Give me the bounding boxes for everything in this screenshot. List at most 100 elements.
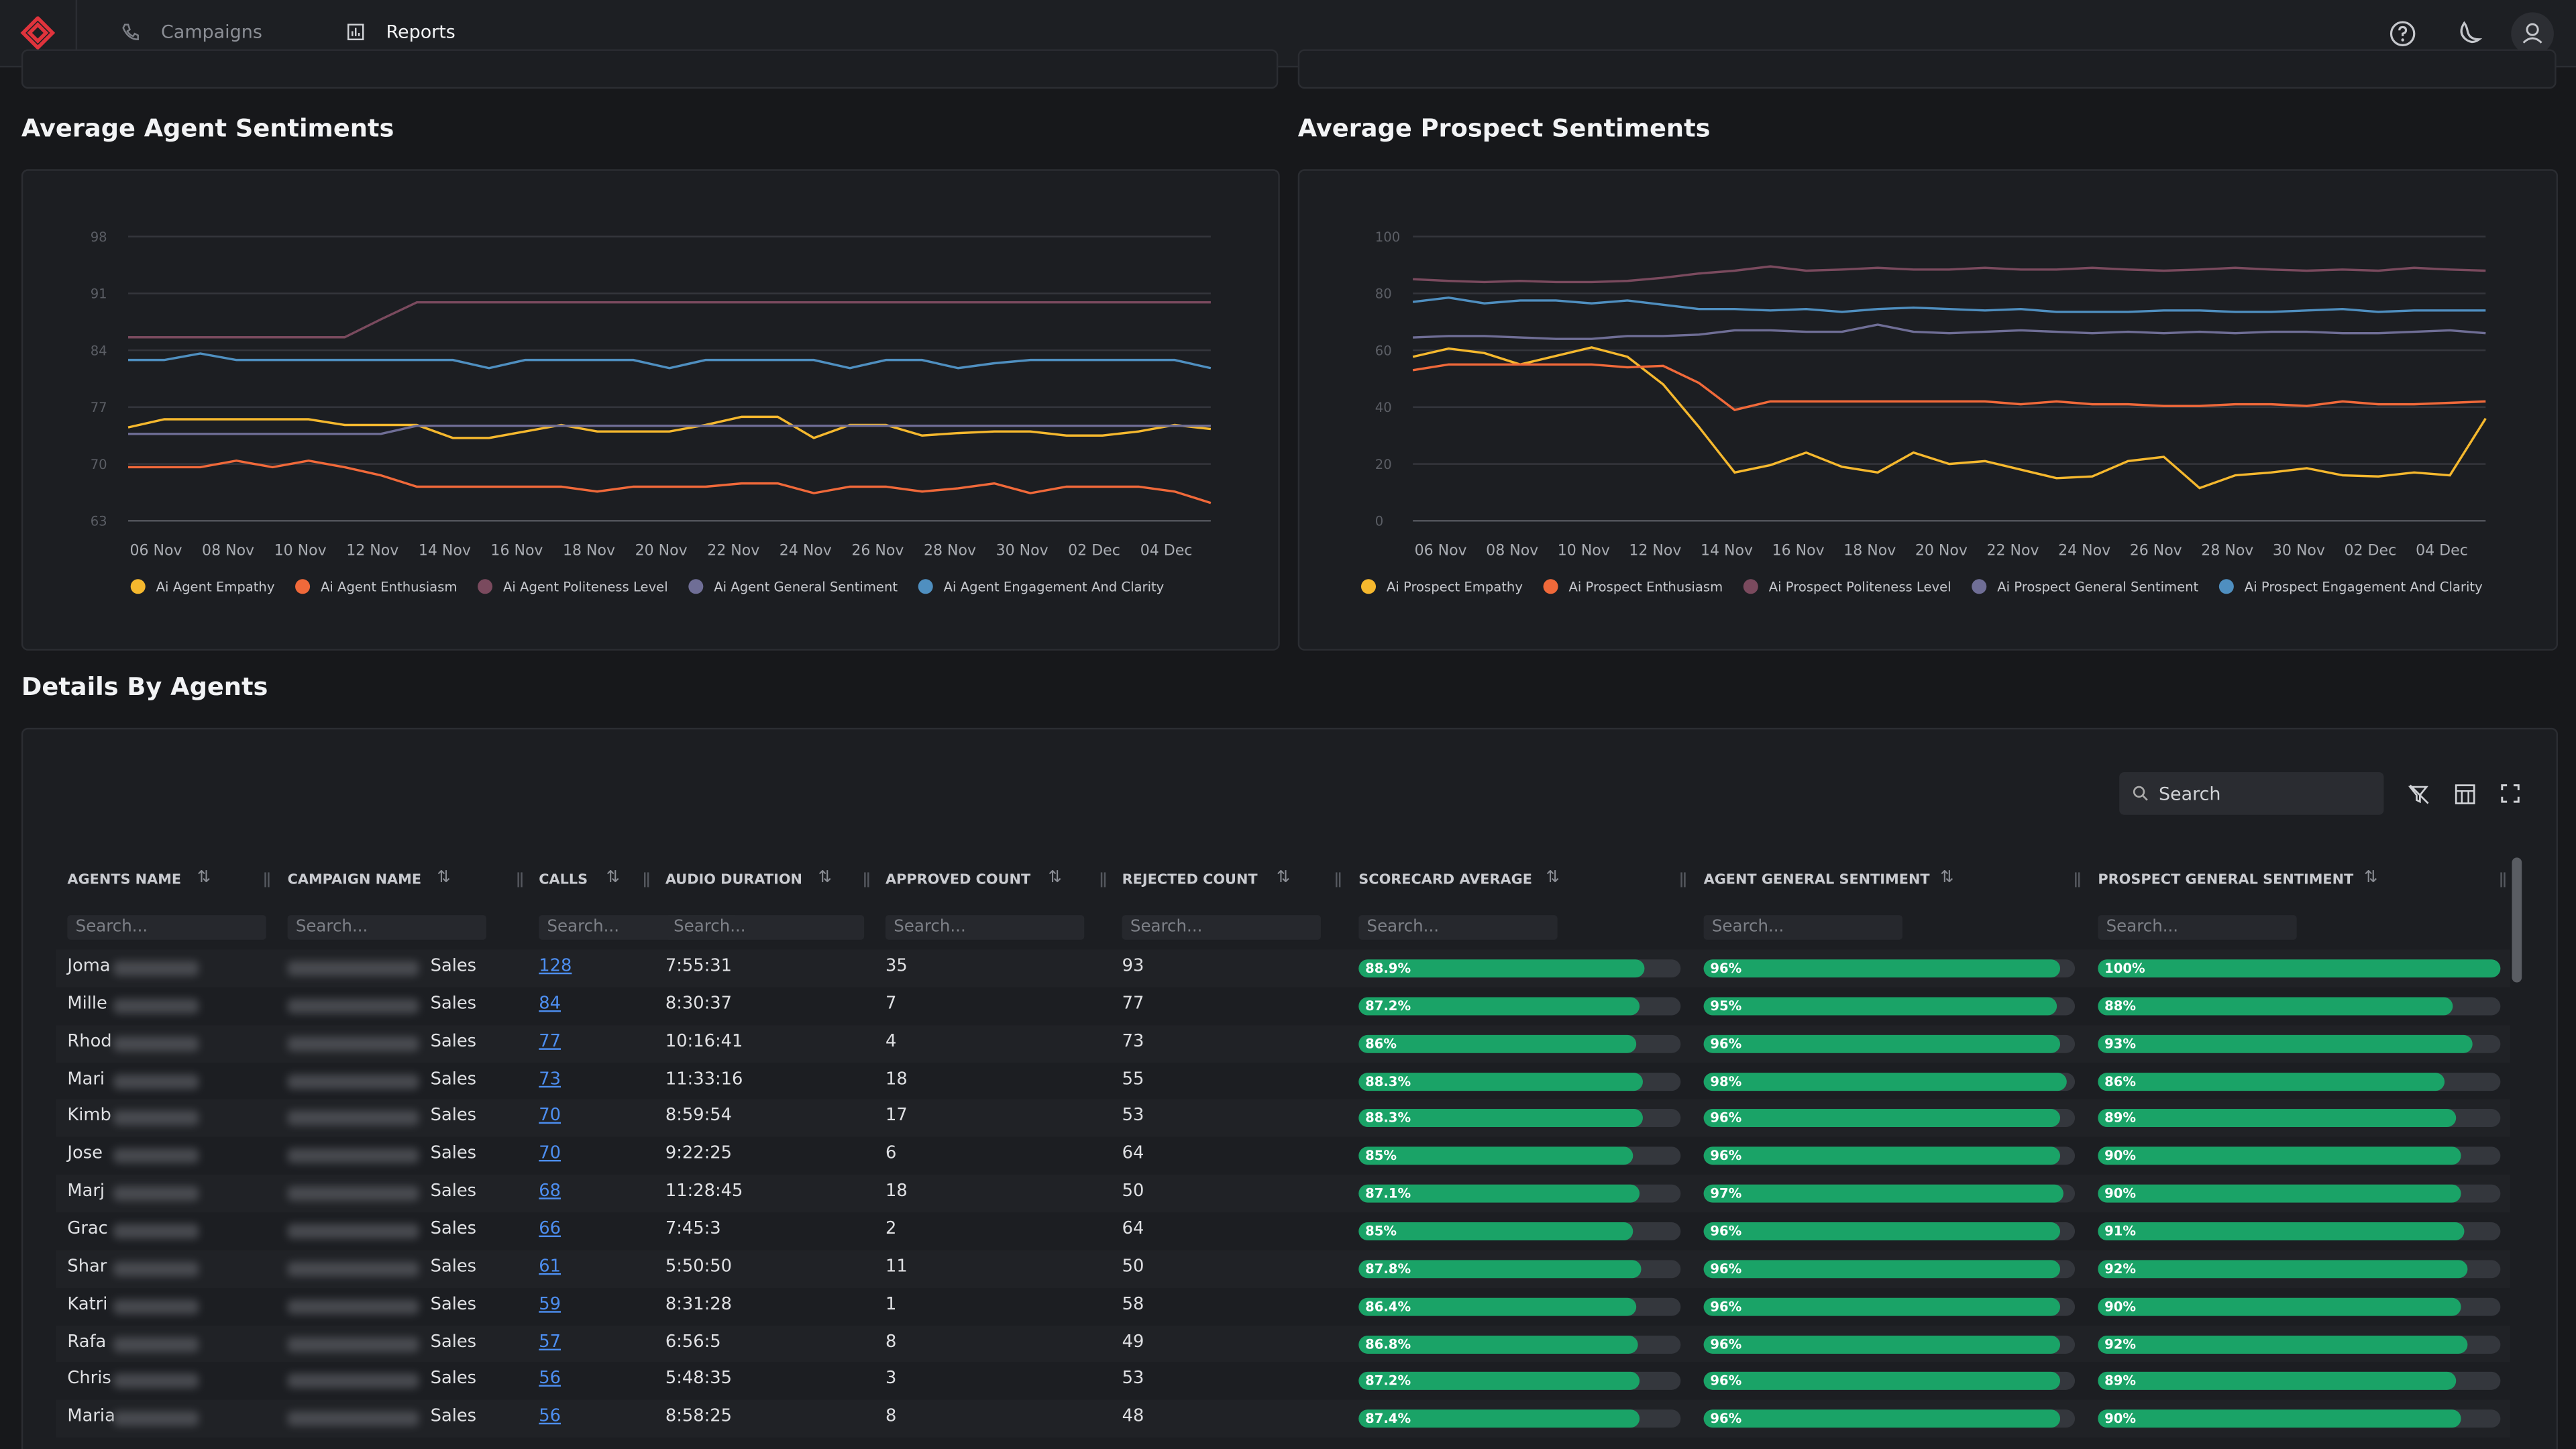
calls-link[interactable]: 70	[539, 1106, 561, 1126]
cell: 50	[1122, 1256, 1144, 1277]
progress-bar	[2098, 1072, 2445, 1091]
calls-link[interactable]: 57	[539, 1331, 561, 1352]
series-line	[1413, 323, 2486, 340]
column-header[interactable]: AGENT GENERAL SENTIMENT	[1703, 872, 1930, 889]
redacted	[113, 1411, 199, 1427]
bar-label: 86.8%	[1365, 1336, 1411, 1352]
column-header[interactable]: SCORECARD AVERAGE	[1358, 872, 1532, 889]
column-filter[interactable]: Search...	[1703, 915, 1902, 940]
clear-filter-icon[interactable]	[2408, 784, 2430, 805]
calls-link[interactable]: 84	[539, 994, 561, 1014]
campaign-name: Sales	[430, 1031, 477, 1051]
search-box[interactable]: Search	[2119, 772, 2384, 815]
bar-label: 96%	[1710, 1224, 1742, 1239]
table-title: Details By Agents	[21, 672, 268, 702]
column-filter[interactable]: Search...	[287, 915, 486, 940]
legend-label: Ai Prospect Engagement And Clarity	[2245, 580, 2483, 595]
x-tick-label: 06 Nov	[129, 543, 182, 559]
campaign-name: Sales	[430, 956, 477, 976]
sort-icon: ⇅	[2364, 869, 2378, 888]
columns-icon[interactable]	[2455, 784, 2476, 805]
cell: 5:48:35	[665, 1368, 732, 1389]
column-filter[interactable]: Search...	[67, 915, 266, 940]
cell: 8	[885, 1406, 897, 1427]
cell: 8:30:37	[665, 994, 732, 1014]
help-icon[interactable]	[2389, 19, 2417, 48]
bar-label: 87.2%	[1365, 998, 1411, 1014]
bar-label: 96%	[1710, 1374, 1742, 1389]
calls-link[interactable]: 70	[539, 1144, 561, 1164]
search-icon	[2133, 786, 2148, 801]
progress-bar	[1358, 1259, 1642, 1278]
x-tick-label: 02 Dec	[2345, 543, 2397, 559]
calls-link[interactable]: 66	[539, 1218, 561, 1239]
user-avatar[interactable]	[2510, 11, 2555, 56]
divider	[75, 0, 78, 66]
column-header[interactable]: APPROVED COUNT	[885, 872, 1031, 889]
x-tick-label: 16 Nov	[1772, 543, 1825, 559]
bar-label: 96%	[1710, 1299, 1742, 1314]
series-line	[1412, 363, 2486, 411]
scrollbar[interactable]	[2512, 857, 2522, 983]
progress-bar	[2098, 1184, 2461, 1203]
column-filter[interactable]: Search...	[885, 915, 1085, 940]
agent-name: Joma	[67, 956, 111, 976]
column-filter[interactable]: Search...	[665, 915, 865, 940]
nav-reports[interactable]: Reports	[386, 21, 455, 43]
brand-logo	[20, 16, 56, 50]
bar-label: 91%	[2104, 1224, 2137, 1239]
progress-bar	[1358, 1222, 1633, 1240]
agent-name: Rhod	[67, 1031, 112, 1051]
calls-link[interactable]: 56	[539, 1406, 561, 1427]
calls-link[interactable]: 73	[539, 1069, 561, 1089]
calls-link[interactable]: 61	[539, 1256, 561, 1277]
fullscreen-icon[interactable]	[2500, 784, 2520, 803]
redacted	[287, 1073, 419, 1089]
column-filter[interactable]: Search...	[1122, 915, 1321, 940]
bar-label: 88.3%	[1365, 1073, 1411, 1089]
column-header[interactable]: AUDIO DURATION	[665, 872, 802, 889]
column-header[interactable]: CAMPAIGN NAME	[287, 872, 422, 889]
campaign-name: Sales	[430, 1368, 477, 1389]
bar-label: 87.2%	[1365, 1374, 1411, 1389]
redacted	[113, 1374, 199, 1389]
calls-link[interactable]: 128	[539, 956, 572, 976]
redacted	[113, 1186, 199, 1201]
legend-swatch	[1543, 579, 1558, 594]
x-tick-label: 04 Dec	[2416, 543, 2468, 559]
progress-bar	[2098, 1297, 2461, 1316]
column-header[interactable]: PROSPECT GENERAL SENTIMENT	[2098, 872, 2354, 889]
redacted	[113, 1224, 199, 1239]
x-tick-label: 18 Nov	[563, 543, 615, 559]
x-tick-label: 22 Nov	[707, 543, 759, 559]
sort-icon: ⇅	[1940, 869, 1954, 888]
progress-bar	[1703, 1297, 2060, 1316]
legend-swatch	[130, 579, 146, 594]
column-filter[interactable]: Search...	[2098, 915, 2297, 940]
x-tick-label: 28 Nov	[924, 543, 976, 559]
x-tick-label: 06 Nov	[1415, 543, 1467, 559]
progress-bar	[1703, 1034, 2060, 1053]
bar-label: 96%	[1710, 1261, 1742, 1277]
theme-icon[interactable]	[2453, 19, 2483, 48]
column-separator	[517, 872, 523, 888]
table-panel: Search AGENTS NAME ⇅ Search... CAMPAIGN NAM…	[21, 727, 2559, 1449]
nav-campaigns[interactable]: Campaigns	[161, 21, 262, 43]
calls-link[interactable]: 68	[539, 1181, 561, 1201]
legend-label: Ai Prospect Enthusiasm	[1569, 580, 1723, 595]
legend-swatch	[478, 579, 493, 594]
series-line	[1412, 346, 2487, 490]
x-tick-label: 12 Nov	[346, 543, 398, 559]
column-filter[interactable]: Search...	[1358, 915, 1558, 940]
y-tick-label: 84	[91, 343, 107, 358]
column-header[interactable]: REJECTED COUNT	[1122, 872, 1258, 889]
column-header[interactable]: AGENTS NAME	[67, 872, 182, 889]
redacted	[287, 1374, 419, 1389]
column-header[interactable]: CALLS	[539, 872, 588, 889]
bar-label: 89%	[2104, 1111, 2137, 1126]
y-tick-label: 0	[1375, 514, 1383, 529]
progress-bar	[2098, 1334, 2469, 1353]
calls-link[interactable]: 77	[539, 1031, 561, 1051]
calls-link[interactable]: 56	[539, 1368, 561, 1389]
calls-link[interactable]: 59	[539, 1293, 561, 1314]
